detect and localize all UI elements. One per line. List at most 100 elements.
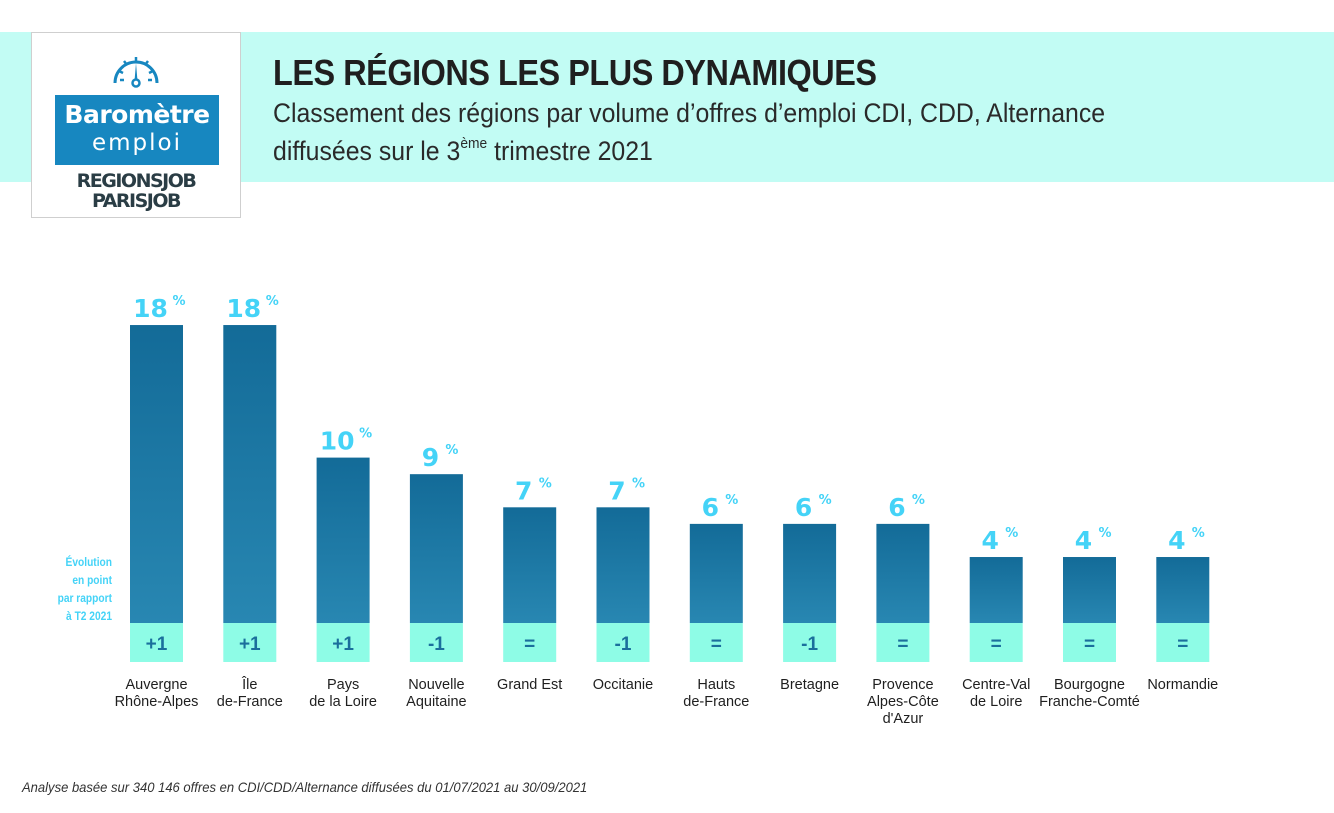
- subtitle-superscript: ème: [460, 135, 488, 152]
- footnote: Analyse basée sur 340 146 offres en CDI/…: [22, 779, 588, 795]
- category-label: de-France: [217, 694, 283, 710]
- category-label: Grand Est: [497, 677, 562, 693]
- bar: [689, 523, 743, 623]
- evolution-cell: [596, 623, 650, 662]
- logo-line2: emploi: [91, 130, 182, 156]
- category-label: Nouvelle: [408, 677, 464, 693]
- value-label: 6: [795, 493, 812, 522]
- value-label: 9: [422, 443, 439, 472]
- evolution-legend-line: Évolution: [65, 555, 112, 569]
- category-label: Hauts: [697, 677, 735, 693]
- evolution-cell: [783, 623, 837, 662]
- bar: [1156, 557, 1210, 623]
- evolution-cell: [689, 623, 743, 662]
- category-label: Alpes-Côte: [867, 694, 939, 710]
- evolution-cell: [503, 623, 557, 662]
- value-label: 4: [981, 526, 998, 555]
- evolution-value: -1: [801, 634, 818, 655]
- evolution-cell: [1063, 623, 1116, 662]
- value-unit: %: [445, 443, 458, 458]
- evolution-value: =: [711, 634, 722, 655]
- bar: [316, 457, 370, 623]
- value-unit: %: [266, 294, 279, 309]
- page-title: LES RÉGIONS LES PLUS DYNAMIQUES: [273, 52, 877, 93]
- evolution-value: +1: [332, 634, 354, 655]
- evolution-value: +1: [146, 634, 168, 655]
- subtitle-line2-pre: diffusées sur le 3: [273, 136, 461, 166]
- evolution-value: +1: [239, 634, 261, 655]
- evolution-value: -1: [428, 634, 445, 655]
- category-label: de la Loire: [309, 694, 377, 710]
- logo-brand-parisjob: PARISJOB: [92, 190, 181, 212]
- category-label: Franche-Comté: [1039, 694, 1140, 710]
- category-label: d'Azur: [883, 711, 924, 727]
- value-label: 6: [888, 493, 905, 522]
- value-unit: %: [725, 493, 738, 508]
- value-unit: %: [1005, 526, 1018, 541]
- logo: Baromètre emploi REGIONSJOB PARISJOB: [31, 32, 241, 218]
- value-unit: %: [632, 476, 645, 491]
- value-unit: %: [1192, 526, 1205, 541]
- value-unit: %: [819, 493, 832, 508]
- value-unit: %: [539, 476, 552, 491]
- evolution-cell: [409, 623, 463, 662]
- category-label: Bourgogne: [1054, 677, 1125, 693]
- category-label: Normandie: [1147, 677, 1218, 693]
- category-label: Rhône-Alpes: [115, 694, 199, 710]
- category-label: de-France: [683, 694, 749, 710]
- category-label: Auvergne: [125, 677, 187, 693]
- subtitle-line2-post: trimestre 2021: [487, 136, 653, 166]
- evolution-value: =: [991, 634, 1002, 655]
- bar: [969, 557, 1023, 623]
- category-label: Bretagne: [780, 677, 839, 693]
- subtitle-line2: diffusées sur le 3ème trimestre 2021: [273, 136, 653, 167]
- evolution-value: =: [897, 634, 908, 655]
- logo-line1: Baromètre: [64, 100, 210, 129]
- evolution-legend-line: à T2 2021: [66, 609, 112, 623]
- category-label: Île: [241, 676, 257, 693]
- bar: [876, 523, 930, 623]
- evolution-value: =: [1177, 634, 1188, 655]
- evolution-legend-line: en point: [72, 573, 112, 587]
- value-unit: %: [1099, 526, 1112, 541]
- bar: [409, 474, 463, 623]
- subtitle-line1: Classement des régions par volume d’offr…: [273, 98, 1106, 128]
- category-label: Provence: [872, 677, 933, 693]
- logo-brand-regionsjob: REGIONSJOB: [76, 170, 197, 192]
- gauge-icon: [113, 57, 159, 88]
- evolution-cell: [130, 623, 183, 662]
- value-label: 7: [608, 476, 625, 505]
- evolution-cell: [316, 623, 370, 662]
- value-unit: %: [173, 294, 186, 309]
- bar: [1063, 557, 1116, 623]
- value-label: 18: [133, 294, 168, 323]
- evolution-legend-line: par rapport: [57, 591, 112, 605]
- evolution-cell: [969, 623, 1023, 662]
- logo-badge: Baromètre emploi: [55, 95, 219, 165]
- evolution-cell: [876, 623, 930, 662]
- value-label: 4: [1168, 526, 1185, 555]
- evolution-value: =: [524, 634, 535, 655]
- evolution-cell: [223, 623, 277, 662]
- bar: [223, 325, 277, 623]
- category-label: Aquitaine: [406, 694, 466, 710]
- value-label: 6: [702, 493, 719, 522]
- evolution-cell: [1156, 623, 1210, 662]
- value-label: 10: [320, 427, 355, 456]
- value-label: 7: [515, 476, 532, 505]
- category-label: de Loire: [970, 694, 1022, 710]
- evolution-value: -1: [615, 634, 632, 655]
- value-unit: %: [912, 493, 925, 508]
- evolution-legend: Évolution en point par rapport à T2 2021: [51, 553, 112, 625]
- category-label: Centre-Val: [962, 677, 1030, 693]
- bar: [503, 507, 557, 623]
- value-label: 18: [226, 294, 261, 323]
- bar: [596, 507, 650, 623]
- evolution-value: =: [1084, 634, 1095, 655]
- bar: [130, 325, 183, 623]
- value-label: 4: [1075, 526, 1092, 555]
- value-unit: %: [359, 427, 372, 442]
- category-label: Occitanie: [593, 677, 653, 693]
- category-label: Pays: [327, 677, 359, 693]
